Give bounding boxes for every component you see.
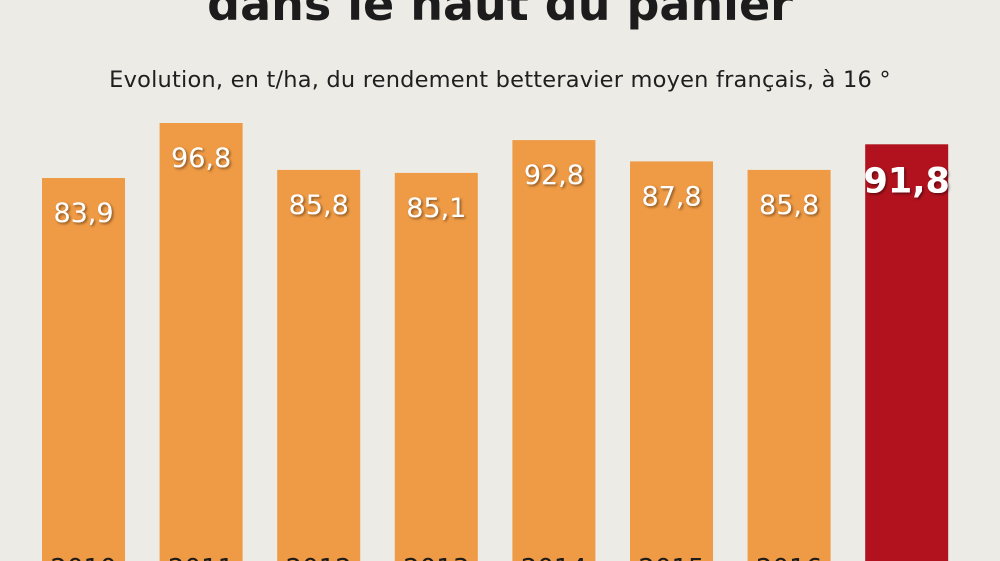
year-label-2014: 2014 xyxy=(521,554,587,561)
bar-2011 xyxy=(159,123,243,561)
year-label-2015: 2015 xyxy=(638,554,704,561)
bar-2017 xyxy=(865,144,949,561)
value-label-2013: 85,1 xyxy=(406,193,466,224)
year-label-2017: 2017 xyxy=(871,554,943,561)
bar-2015 xyxy=(630,161,713,561)
value-label-2016: 85,8 xyxy=(759,190,819,221)
value-label-2010: 83,9 xyxy=(53,198,113,229)
bar-2012 xyxy=(277,169,361,561)
value-label-2015: 87,8 xyxy=(641,181,701,212)
chart-subtitle: Evolution, en t/ha, du rendement bettera… xyxy=(109,67,891,93)
bar-2010 xyxy=(42,178,125,561)
bar-2013 xyxy=(394,172,478,561)
value-label-2012: 85,8 xyxy=(289,190,349,221)
bar-2016 xyxy=(747,169,831,561)
value-label-2017: 91,8 xyxy=(864,161,950,201)
value-label-2014: 92,8 xyxy=(524,160,584,191)
value-label-2011: 96,8 xyxy=(171,143,231,174)
year-label-2011: 2011 xyxy=(168,554,234,561)
bar-2014 xyxy=(512,140,596,561)
year-label-2013: 2013 xyxy=(403,554,469,561)
chart-title: dans le haut du panier xyxy=(207,0,793,31)
year-label-2010: 2010 xyxy=(50,554,116,561)
year-label-2012: 2012 xyxy=(286,554,352,561)
year-label-2016: 2016 xyxy=(756,554,822,561)
